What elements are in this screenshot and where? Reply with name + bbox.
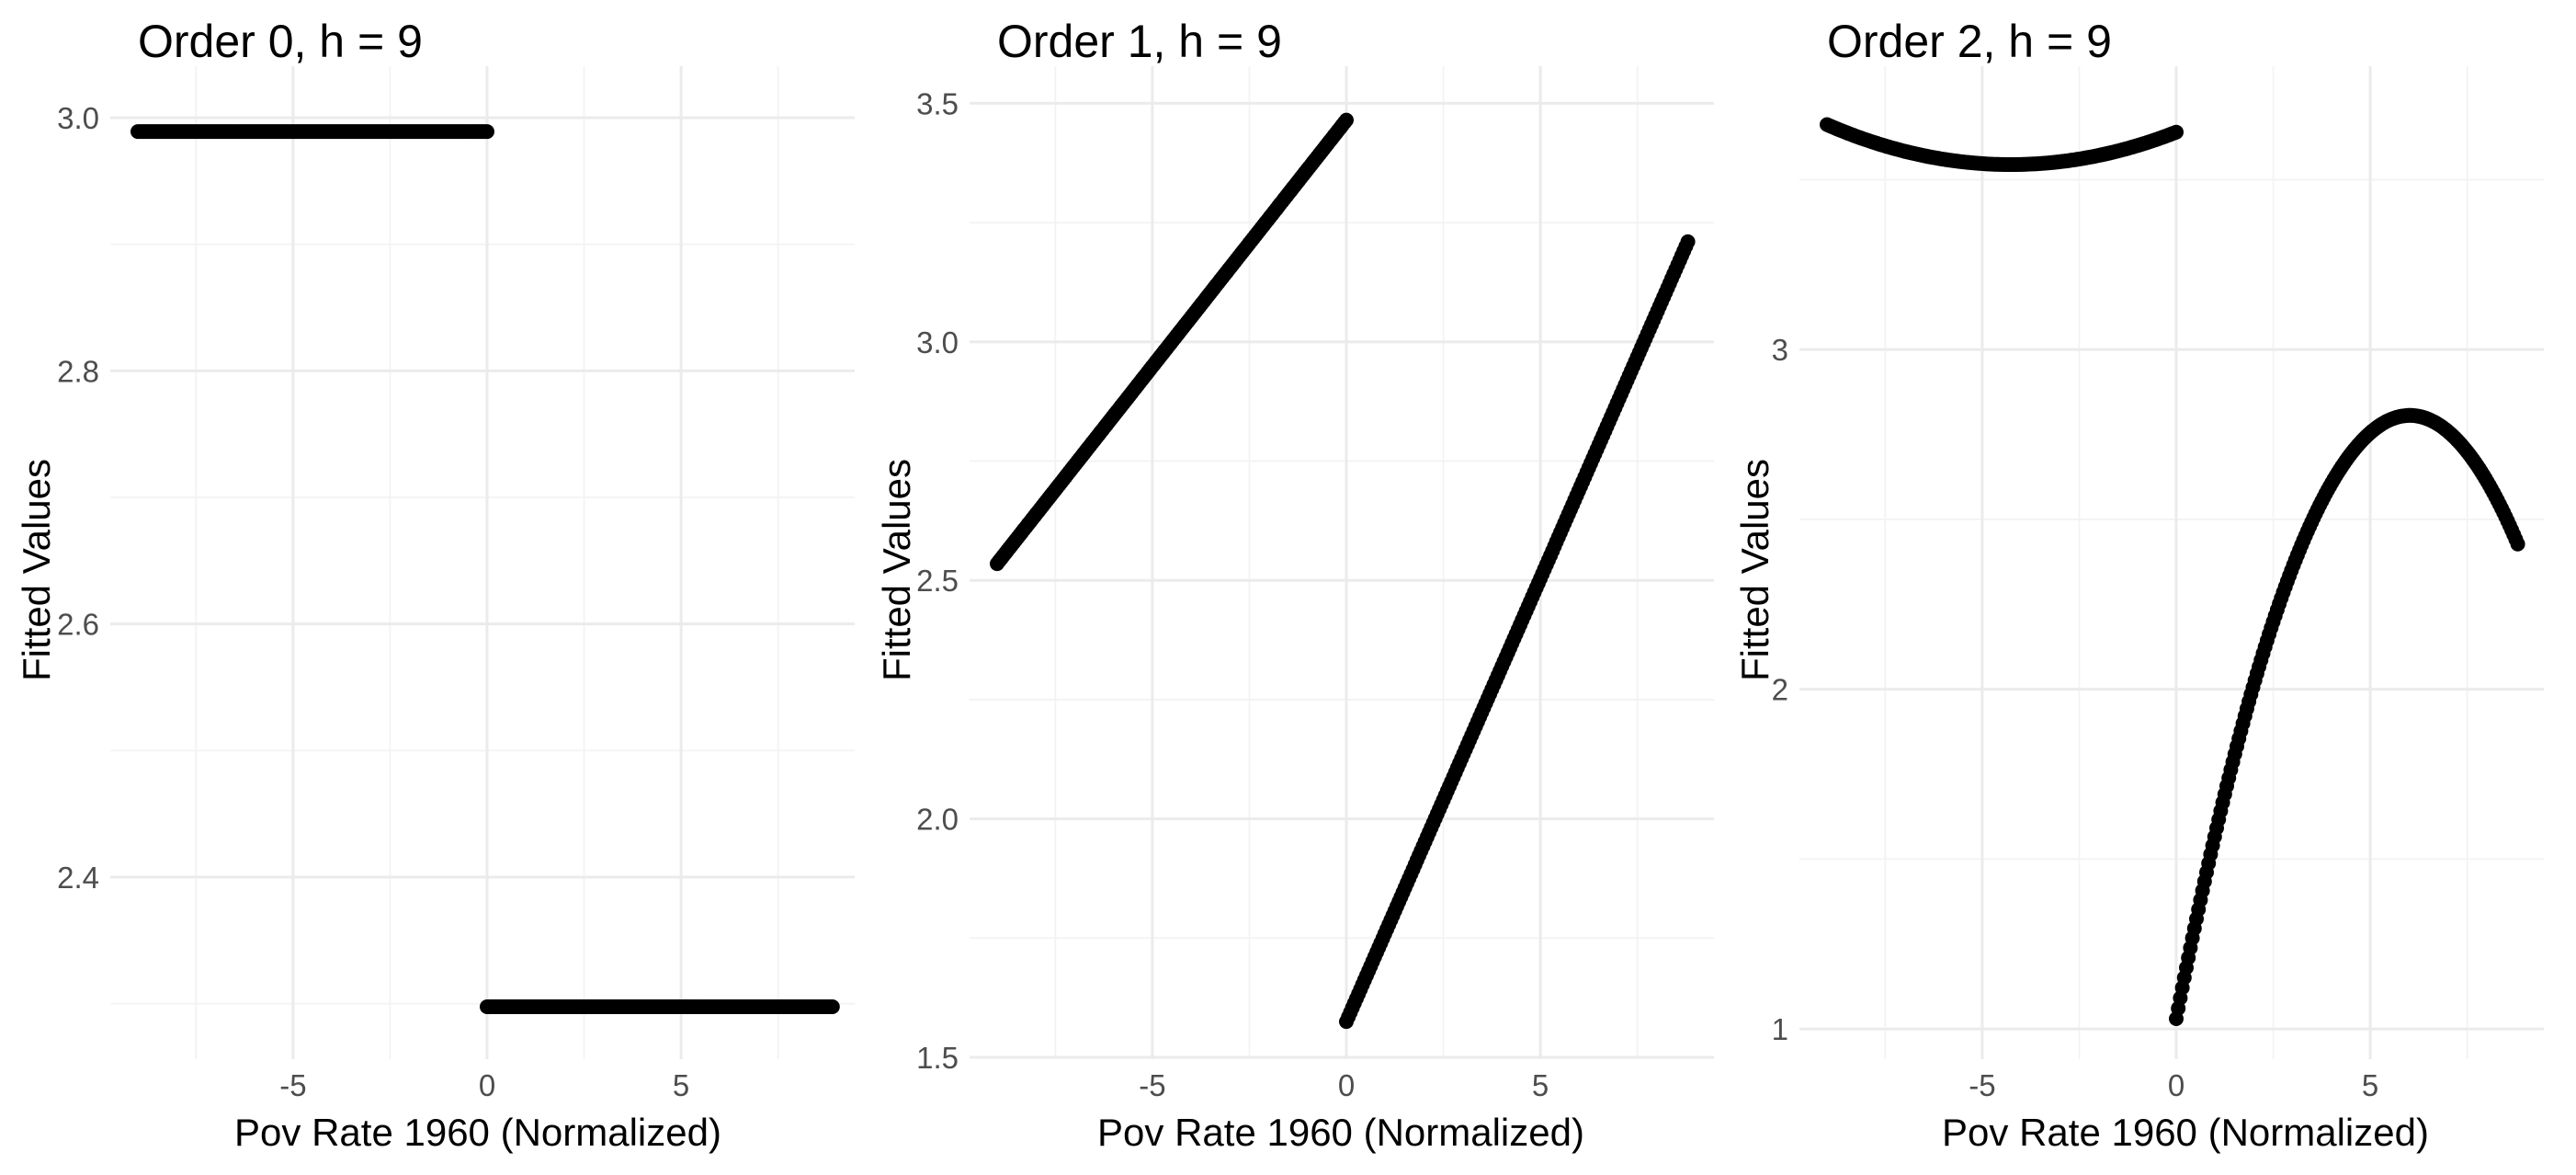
y-tick-label: 3.5 — [916, 86, 959, 120]
data-point — [2169, 124, 2184, 140]
panel-points — [1820, 117, 2525, 1026]
y-tick-labels: 1 2 3 — [1772, 333, 1788, 1046]
y-axis-title: Fitted Values — [875, 459, 918, 681]
x-tick-label: -5 — [1969, 1068, 1995, 1102]
panel-grid — [1799, 66, 2544, 1059]
panel-points — [131, 124, 840, 1014]
y-tick-labels: 2.4 2.6 2.8 3.0 — [57, 101, 99, 895]
panel-points — [990, 112, 1696, 1030]
data-point — [824, 999, 840, 1014]
y-axis-title: Fitted Values — [1733, 459, 1776, 681]
y-tick-label: 2.0 — [916, 803, 959, 837]
y-tick-label: 3.0 — [57, 101, 99, 135]
data-point — [1680, 234, 1696, 249]
data-point — [2510, 536, 2525, 552]
y-tick-label: 2.6 — [57, 608, 99, 642]
data-point — [480, 124, 494, 140]
panel-order-2: 1 2 3 -5 0 5 Order 2, h = 9 Pov Rate 1960 (N… — [1733, 16, 2544, 1154]
x-axis-title: Pov Rate 1960 (Normalized) — [1942, 1111, 2429, 1154]
x-tick-label: 5 — [673, 1068, 689, 1102]
x-tick-label: 5 — [1532, 1068, 1549, 1102]
panel-grid — [110, 66, 855, 1059]
data-point — [1339, 112, 1354, 128]
y-tick-label: 1 — [1772, 1012, 1788, 1046]
y-tick-label: 3.0 — [916, 325, 959, 359]
x-tick-labels: -5 0 5 — [1969, 1068, 2378, 1102]
y-tick-label: 2.5 — [916, 564, 959, 598]
y-tick-label: 3 — [1772, 333, 1788, 367]
x-tick-label: 5 — [2362, 1068, 2378, 1102]
panel-title: Order 0, h = 9 — [138, 16, 423, 67]
x-tick-labels: -5 0 5 — [279, 1068, 689, 1102]
panel-title: Order 2, h = 9 — [1827, 16, 2112, 67]
x-tick-label: -5 — [1139, 1068, 1165, 1102]
x-tick-labels: -5 0 5 — [1139, 1068, 1549, 1102]
panel-order-0: 2.4 2.6 2.8 3.0 -5 0 5 Order 0, h = 9 Pov Rat… — [15, 16, 855, 1154]
y-tick-label: 2.8 — [57, 354, 99, 388]
panel-order-1: 1.5 2.0 2.5 3.0 3.5 -5 0 5 Order 1, h = 9 Pov … — [875, 16, 1714, 1154]
y-tick-label: 2 — [1772, 673, 1788, 707]
x-axis-title: Pov Rate 1960 (Normalized) — [234, 1111, 721, 1154]
x-tick-label: 0 — [1338, 1068, 1355, 1102]
x-tick-label: -5 — [279, 1068, 306, 1102]
y-tick-label: 1.5 — [916, 1041, 959, 1075]
x-tick-label: 0 — [2168, 1068, 2184, 1102]
y-tick-label: 2.4 — [57, 861, 99, 895]
panel-grid — [970, 66, 1714, 1059]
panel-title: Order 1, h = 9 — [997, 16, 1282, 67]
y-axis-title: Fitted Values — [15, 459, 58, 681]
x-tick-label: 0 — [479, 1068, 495, 1102]
y-tick-labels: 1.5 2.0 2.5 3.0 3.5 — [916, 86, 959, 1075]
x-axis-title: Pov Rate 1960 (Normalized) — [1097, 1111, 1584, 1154]
